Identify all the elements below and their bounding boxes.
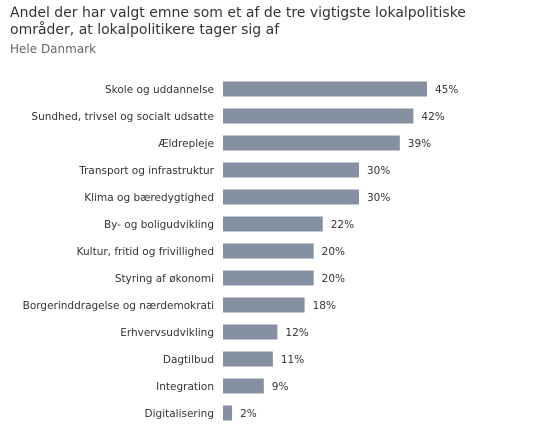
value-label: 42% [421, 111, 444, 123]
bar [223, 216, 323, 232]
chart-title: Andel der har valgt emne som et af de tr… [10, 5, 466, 38]
category-label: Transport og infrastruktur [78, 165, 214, 177]
value-label: 30% [367, 165, 390, 177]
bar [223, 162, 359, 178]
value-label: 9% [272, 381, 289, 393]
chart-subtitle: Hele Danmark [10, 42, 97, 56]
category-label: Dagtilbud [163, 354, 214, 366]
category-label: Kultur, fritid og frivillighed [77, 246, 214, 258]
bar [223, 108, 414, 124]
bar [223, 351, 273, 367]
value-label: 45% [435, 84, 458, 96]
bar [223, 81, 427, 97]
bar [223, 135, 400, 151]
bar [223, 270, 314, 286]
value-label: 18% [313, 300, 336, 312]
category-label: Erhvervsudvikling [120, 327, 214, 339]
category-label: Klima og bæredygtighed [84, 192, 214, 204]
bar [223, 378, 264, 394]
bar [223, 243, 314, 259]
value-label: 22% [331, 219, 354, 231]
value-label: 20% [322, 246, 345, 258]
bar [223, 297, 305, 313]
category-label: Styring af økonomi [115, 273, 214, 285]
category-label: Skole og uddannelse [105, 84, 214, 96]
category-label: Digitalisering [145, 408, 214, 420]
category-label: Sundhed, trivsel og socialt udsatte [31, 111, 214, 123]
value-label: 20% [322, 273, 345, 285]
bar [223, 324, 278, 340]
category-label: Integration [156, 381, 214, 393]
category-label: Ældrepleje [158, 138, 214, 150]
value-label: 11% [281, 354, 304, 366]
value-label: 2% [240, 408, 257, 420]
category-label: By- og boligudvikling [104, 219, 214, 231]
bar [223, 405, 233, 421]
bar [223, 189, 359, 205]
category-label: Borgerinddragelse og nærdemokrati [23, 300, 214, 312]
value-label: 12% [285, 327, 308, 339]
value-label: 39% [408, 138, 431, 150]
value-label: 30% [367, 192, 390, 204]
